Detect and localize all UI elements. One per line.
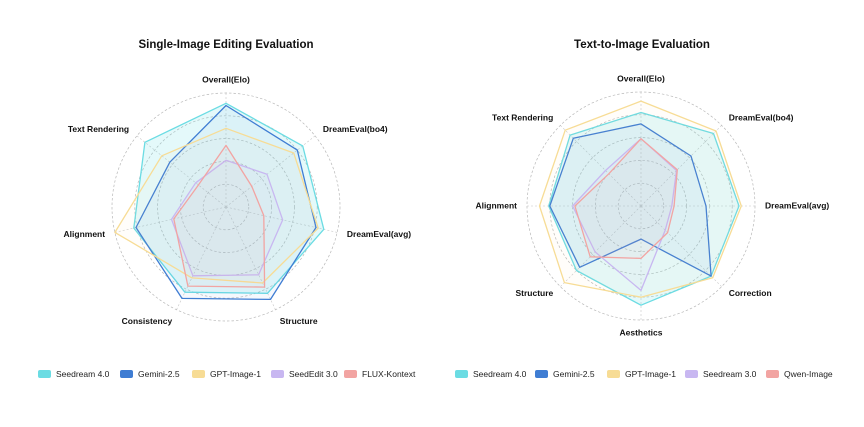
legend-item-seededit-3-0: SeedEdit 3.0 [271,368,338,380]
series-gemini-2-5-polygon [549,123,712,277]
axis-label-text-rendering: Text Rendering [68,124,129,134]
grid-spoke [225,206,276,310]
grid-ring [617,182,665,230]
legend-swatch [271,370,284,378]
legend-swatch [120,370,133,378]
grid-ring [549,114,733,298]
series-seedream-3-0-polygon [571,138,678,292]
series-flux-kontext-polygon [173,144,266,288]
legend-swatch [38,370,51,378]
legend-item-qwen-image: Qwen-Image [766,368,833,380]
axis-label-overall-elo: Overall(Elo) [202,74,250,84]
grid-spoke [136,135,227,208]
legend-label: SeedEdit 3.0 [289,369,338,379]
radar-chart-single-image-editing-evaluation: Overall(Elo) DreamEval(bo4) DreamEval(avg)… [64,74,412,326]
legend-label: GPT-Image-1 [210,369,262,379]
grid-spoke [176,206,227,310]
legend-item-flux-kontext: FLUX-Kontext [344,368,415,380]
legend-swatch [766,370,779,378]
legend-item-seedream-3-0: Seedream 3.0 [685,368,756,380]
axis-label-consistency: Consistency [122,316,173,326]
legend-item-gemini-2-5: Gemini-2.5 [535,368,595,380]
grid-spoke [225,206,338,233]
legend-label: Gemini-2.5 [138,369,180,379]
legend-swatch [192,370,205,378]
chart-title-single-image-editing: Single-Image Editing Evaluation [138,39,314,51]
legend-label: FLUX-Kontext [362,369,416,379]
legend-label: GPT-Image-1 [625,369,677,379]
legend-swatch [607,370,620,378]
legend-label: Seedream 3.0 [703,369,757,379]
series-gpt-image-1-polygon [114,127,319,284]
axis-label-overall-elo: Overall(Elo) [617,73,665,83]
axis-label-text-rendering: Text Rendering [492,113,553,123]
grid-ring [202,183,250,231]
legend-item-gpt-image-1: GPT-Image-1 [607,368,676,380]
axis-label-dreameval-bo4: DreamEval(bo4) [323,124,388,134]
legend-item-seedream-4-0: Seedream 4.0 [38,368,109,380]
axis-label-correction: Correction [729,288,772,298]
legend-swatch [535,370,548,378]
axis-label-dreameval-avg: DreamEval(avg) [347,229,411,239]
grid-spoke [560,125,642,207]
legend-item-gpt-image-1: GPT-Image-1 [192,368,261,380]
axis-label-alignment: Alignment [64,229,106,239]
grid-spoke [640,125,722,207]
grid-spoke [225,135,316,208]
series-seededit-3-0-polygon [170,159,284,277]
grid-spoke [640,205,722,287]
legend-item-seedream-4-0: Seedream 4.0 [455,368,526,380]
chart-title-text-to-image: Text-to-Image Evaluation [574,39,710,51]
legend-left: Seedream 4.0 Gemini-2.5 GPT-Image-1 Seed… [0,368,864,382]
legend-label: Seedream 4.0 [56,369,110,379]
axis-label-aesthetics: Aesthetics [620,327,663,337]
axis-label-dreameval-bo4: DreamEval(bo4) [729,113,794,123]
series-gpt-image-1-polygon [538,100,742,298]
legend-swatch [685,370,698,378]
axis-label-dreameval-avg: DreamEval(avg) [765,200,829,210]
legend-label: Seedream 4.0 [473,369,527,379]
series-qwen-image-polygon [574,138,678,260]
grid-ring [180,161,272,253]
grid-spoke [114,206,227,233]
axis-label-alignment: Alignment [475,200,517,210]
grid-spoke [560,205,642,287]
legend-label: Qwen-Image [784,369,833,379]
radar-chart-text-to-image-evaluation: Overall(Elo) DreamEval(bo4) DreamEval(avg)… [475,73,829,337]
legend-item-gemini-2-5: Gemini-2.5 [120,368,180,380]
legend-swatch [455,370,468,378]
axis-label-structure: Structure [516,288,554,298]
axis-label-structure: Structure [280,316,318,326]
legend-swatch [344,370,357,378]
grid-ring [134,115,318,299]
legend-label: Gemini-2.5 [553,369,595,379]
